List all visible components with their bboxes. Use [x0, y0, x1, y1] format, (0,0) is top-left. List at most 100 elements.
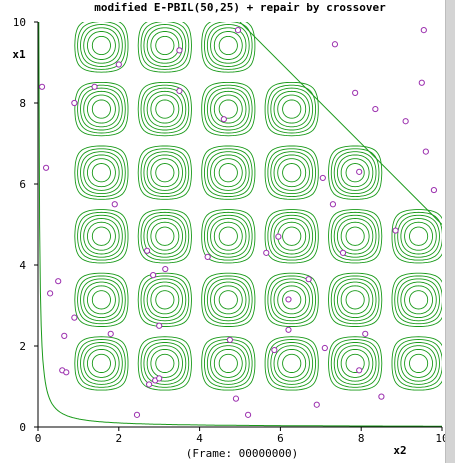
contour-ring [267, 211, 317, 261]
contour-ring [218, 290, 238, 310]
contour-ring [213, 158, 243, 188]
sample-point [362, 330, 369, 337]
sample-point [232, 395, 240, 402]
contour-ring [155, 226, 175, 246]
contour-ring [273, 345, 310, 382]
contour-ring [87, 31, 116, 60]
contour-ring [80, 278, 123, 322]
contour-ring [206, 24, 250, 67]
contour-ring [150, 31, 180, 60]
contour-ring [404, 285, 433, 315]
contour-ring [201, 81, 256, 137]
contour-ring [201, 336, 256, 391]
sample-point [402, 118, 409, 125]
contour-ring [267, 84, 317, 134]
contour-ring [282, 99, 302, 119]
contour-ring [210, 218, 247, 255]
contour-ring [155, 290, 175, 310]
contour-ring [74, 209, 129, 264]
contour-ring [91, 163, 111, 183]
contour-ring [77, 211, 126, 261]
contour-ring [203, 275, 253, 325]
contour-ring [394, 211, 442, 261]
contour-ring [83, 90, 120, 128]
contour-ring [83, 281, 120, 319]
contour-ring [210, 27, 247, 64]
contour-ring [201, 145, 256, 200]
contour-ring [143, 214, 187, 258]
sample-point [38, 83, 46, 90]
constraint-curve [38, 22, 442, 427]
contour-ring [155, 163, 175, 183]
contour-ring [282, 353, 302, 373]
contour-ring [150, 94, 180, 124]
contour-ring [210, 345, 247, 382]
contour-ring [333, 342, 377, 385]
contour-ring [74, 272, 129, 327]
sample-point [285, 326, 292, 333]
contour-ring [270, 214, 314, 258]
contour-ring [277, 94, 307, 124]
contour-ring [409, 290, 429, 310]
contour-ring [137, 336, 192, 391]
contour-ring [74, 336, 129, 391]
contour-ring [282, 163, 302, 183]
contour-ring [77, 275, 126, 325]
contour-ring [213, 221, 243, 251]
x-tick-label: 2 [115, 432, 122, 445]
contour-ring [218, 35, 238, 56]
y-tick-label: 2 [19, 340, 26, 353]
contour-ring [91, 290, 111, 310]
contour-ring [391, 209, 442, 264]
contour-ring [146, 218, 183, 255]
contour-ring [267, 148, 317, 198]
contour-ring [213, 285, 243, 315]
window-edge [445, 0, 455, 463]
contour-ring [203, 148, 253, 198]
contour-ring [400, 281, 437, 319]
constraint-line [239, 22, 442, 225]
contour-ring [397, 278, 440, 322]
contour-ring [80, 214, 123, 258]
y-axis-label: x1 [12, 48, 26, 61]
sample-point [420, 27, 427, 34]
contour-ring [140, 148, 190, 198]
contour-ring [391, 272, 442, 327]
contour-ring [140, 339, 190, 388]
contour-ring [213, 94, 243, 124]
contour-ring [146, 90, 183, 128]
sample-point [356, 168, 363, 175]
sample-point [378, 393, 385, 400]
contour-ring [206, 342, 250, 385]
y-tick-label: 10 [13, 16, 26, 29]
contour-ring [77, 148, 126, 198]
contour-ring [150, 285, 180, 315]
contour-ring [336, 218, 374, 255]
contour-ring [277, 221, 307, 251]
contour-ring [394, 339, 442, 388]
contour-ring [328, 145, 383, 200]
sample-point [319, 174, 326, 182]
contour-ring [87, 158, 116, 188]
contour-ring [206, 278, 250, 322]
x-axis-label: x2 [393, 444, 406, 457]
y-tick-label: 4 [19, 259, 26, 272]
contour-ring [143, 24, 187, 67]
contour-ring [409, 353, 429, 373]
sample-point [71, 314, 78, 321]
contour-ring [213, 31, 243, 60]
sample-point [63, 369, 70, 376]
sample-point [271, 346, 278, 354]
contour-ring [143, 151, 187, 195]
contour-ring [333, 151, 377, 195]
contour-ring [345, 163, 365, 183]
contour-ring [340, 348, 370, 378]
y-tick-label: 6 [19, 178, 26, 191]
sample-point [176, 87, 183, 94]
contour-ring [400, 345, 437, 382]
contour-ring [91, 226, 111, 246]
contour-ring [267, 275, 317, 325]
contour-ring [210, 154, 247, 191]
contour-ring [270, 151, 314, 195]
